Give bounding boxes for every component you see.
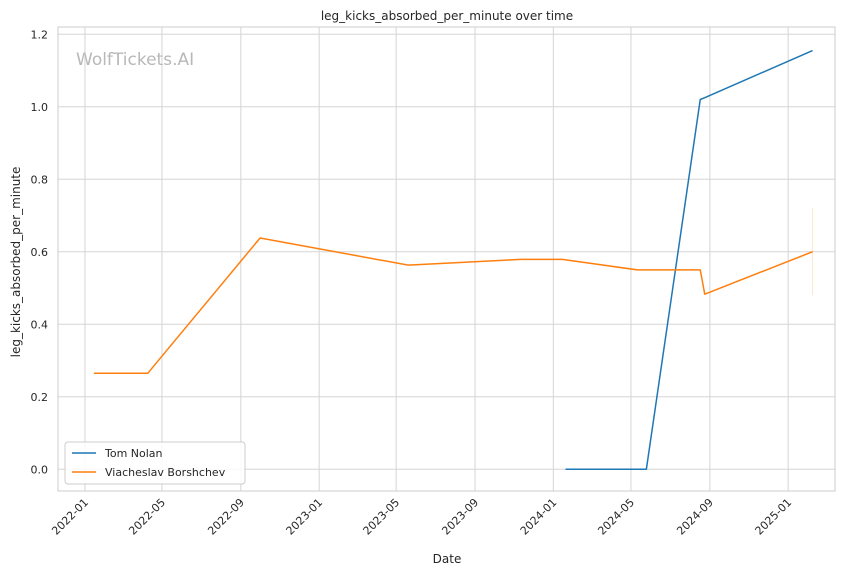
x-tick-label: 2023-05 xyxy=(361,496,403,538)
data-point xyxy=(704,293,706,295)
x-tick-label: 2023-09 xyxy=(439,496,481,538)
y-axis-ticks: 0.0 0.2 0.4 0.6 0.8 1.0 1.2 xyxy=(31,28,49,476)
data-point xyxy=(93,372,95,374)
data-point xyxy=(699,269,701,271)
x-tick-label: 2022-01 xyxy=(49,496,91,538)
data-point xyxy=(812,251,814,253)
x-axis-label: Date xyxy=(433,552,462,566)
legend-box xyxy=(64,441,246,485)
x-tick-label: 2024-09 xyxy=(674,496,716,538)
data-point xyxy=(637,269,639,271)
x-tick-label: 2024-01 xyxy=(518,496,560,538)
data-point xyxy=(565,468,567,470)
series-line-0 xyxy=(565,49,813,470)
y-tick-label: 0.0 xyxy=(31,463,49,476)
y-tick-label: 0.8 xyxy=(31,173,49,186)
plot-frame xyxy=(57,26,836,492)
y-tick-label: 0.4 xyxy=(31,318,49,331)
x-tick-label: 2022-09 xyxy=(205,496,247,538)
series-line-1 xyxy=(93,237,813,374)
series-layer xyxy=(93,49,814,470)
x-tick-label: 2025-01 xyxy=(753,496,795,538)
y-tick-label: 1.0 xyxy=(31,101,49,114)
x-tick-label: 2024-05 xyxy=(595,496,637,538)
data-point xyxy=(408,264,410,266)
legend-entry: Viacheslav Borshchev xyxy=(105,466,226,479)
x-tick-label: 2023-01 xyxy=(284,496,326,538)
data-point xyxy=(147,372,149,374)
x-tick-label: 2022-05 xyxy=(126,496,168,538)
data-point xyxy=(704,97,706,99)
data-point xyxy=(646,468,648,470)
watermark: WolfTickets.AI xyxy=(76,50,194,70)
legend: Tom Nolan Viacheslav Borshchev xyxy=(64,441,246,485)
data-point xyxy=(812,50,814,52)
y-tick-label: 1.2 xyxy=(31,28,49,41)
data-point xyxy=(520,259,522,261)
y-tick-label: 0.2 xyxy=(31,391,49,404)
x-axis-ticks: 2022-01 2022-05 2022-09 2023-01 2023-05 2023-… xyxy=(49,496,794,538)
y-axis-label: leg_kicks_absorbed_per_minute xyxy=(9,167,23,358)
chart-title: leg_kicks_absorbed_per_minute over time xyxy=(321,9,573,23)
legend-entry: Tom Nolan xyxy=(104,447,163,460)
data-point xyxy=(699,99,701,101)
plot-area xyxy=(58,27,835,491)
data-point xyxy=(562,259,564,261)
data-point xyxy=(259,237,261,239)
y-tick-label: 0.6 xyxy=(31,246,49,259)
